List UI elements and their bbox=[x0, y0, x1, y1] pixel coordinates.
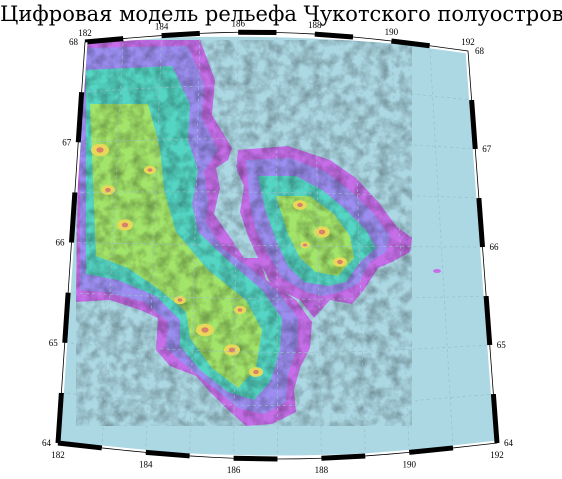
relief-peak bbox=[318, 229, 326, 235]
map-title: Цифровая модель рельефа Чукотского полуо… bbox=[0, 2, 562, 26]
relief-peak bbox=[201, 327, 209, 333]
lon-label-bottom: 186 bbox=[227, 465, 241, 475]
meridian-line bbox=[189, 36, 201, 456]
parallel-line bbox=[64, 342, 490, 353]
lon-label-bottom: 192 bbox=[490, 450, 504, 460]
lat-label-left: 64 bbox=[42, 438, 52, 448]
lat-label-left: 67 bbox=[62, 137, 72, 147]
parallel-line bbox=[61, 392, 494, 407]
island bbox=[433, 269, 441, 273]
relief-peak bbox=[337, 259, 343, 265]
relief-peak bbox=[147, 168, 153, 172]
lon-label-top: 184 bbox=[155, 22, 169, 32]
parallel-line bbox=[68, 292, 487, 300]
lon-label-bottom: 182 bbox=[51, 450, 65, 460]
relief-peak bbox=[121, 222, 129, 228]
relief-peak bbox=[237, 308, 243, 312]
relief-peak bbox=[228, 347, 236, 353]
meridian-line bbox=[352, 36, 366, 456]
relief-peak bbox=[253, 369, 259, 375]
lat-label-right: 68 bbox=[475, 46, 485, 56]
parallel-line bbox=[74, 191, 479, 199]
map-frame bbox=[55, 29, 500, 462]
parallel-line bbox=[71, 242, 483, 248]
lon-label-top: 182 bbox=[78, 28, 92, 38]
lon-label-bottom: 188 bbox=[315, 465, 329, 475]
relief-peak bbox=[105, 187, 111, 193]
lat-label-left: 66 bbox=[56, 238, 66, 248]
parallel-line bbox=[78, 138, 476, 150]
relief-peak bbox=[177, 298, 183, 302]
parallel-line bbox=[81, 85, 472, 101]
lat-label-left: 68 bbox=[69, 37, 79, 47]
lon-label-top: 188 bbox=[308, 20, 322, 30]
lon-label-top: 192 bbox=[461, 37, 475, 47]
relief-peak bbox=[96, 147, 104, 153]
meridian-line bbox=[391, 40, 410, 453]
lon-label-bottom: 190 bbox=[402, 459, 416, 469]
relief-peak bbox=[297, 202, 303, 208]
meridian-line bbox=[429, 45, 454, 448]
lat-label-right: 67 bbox=[482, 144, 492, 154]
lat-label-right: 66 bbox=[490, 242, 500, 252]
frame-outline bbox=[57, 31, 498, 460]
lat-label-right: 64 bbox=[504, 438, 514, 448]
lon-label-top: 190 bbox=[385, 27, 399, 37]
meridian-line bbox=[101, 38, 124, 448]
meridian-line bbox=[276, 36, 278, 456]
lon-label-top: 186 bbox=[231, 18, 245, 28]
lon-label-bottom: 184 bbox=[139, 459, 153, 469]
lat-label-left: 65 bbox=[49, 338, 59, 348]
lat-label-right: 65 bbox=[497, 340, 507, 350]
